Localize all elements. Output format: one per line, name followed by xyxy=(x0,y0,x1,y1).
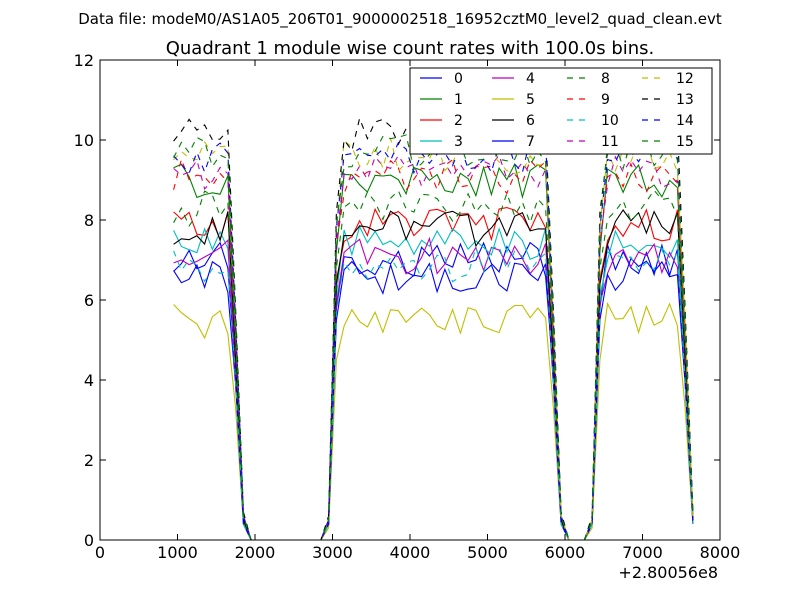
x-tick-label: 7000 xyxy=(622,543,663,562)
legend-label-12: 12 xyxy=(676,71,694,87)
series-line-0 xyxy=(173,241,694,541)
y-tick-label: 6 xyxy=(84,291,94,310)
x-tick-label: 6000 xyxy=(545,543,586,562)
series-line-14 xyxy=(173,138,694,541)
y-tick-label: 10 xyxy=(74,131,94,150)
series-line-15 xyxy=(173,133,694,541)
y-tick-label: 0 xyxy=(84,531,94,550)
chart-suptitle: Data file: modeM0/AS1A05_206T01_90000025… xyxy=(78,10,722,29)
y-tick-label: 12 xyxy=(74,51,94,70)
series-line-1 xyxy=(173,162,694,541)
series-line-4 xyxy=(173,236,694,541)
legend-label-10: 10 xyxy=(601,113,619,129)
y-tick-label: 8 xyxy=(84,211,94,230)
chart-title: Quadrant 1 module wise count rates with … xyxy=(166,38,655,59)
legend-label-6: 6 xyxy=(526,113,535,129)
x-tick-label: 5000 xyxy=(467,543,508,562)
x-tick-label: 2000 xyxy=(235,543,276,562)
x-offset-label: +2.80056e8 xyxy=(618,563,718,582)
plot-area xyxy=(173,116,694,541)
series-line-13 xyxy=(173,116,694,541)
series-line-8 xyxy=(173,189,694,541)
x-tick-label: 8000 xyxy=(700,543,741,562)
legend-label-4: 4 xyxy=(526,71,535,87)
series-line-5 xyxy=(173,301,694,541)
legend-label-9: 9 xyxy=(601,92,610,108)
y-tick-label: 2 xyxy=(84,451,94,470)
series-line-7 xyxy=(173,257,694,541)
series-line-10 xyxy=(173,245,694,541)
x-tick-label: 4000 xyxy=(390,543,431,562)
x-tick-label: 3000 xyxy=(312,543,353,562)
legend-label-1: 1 xyxy=(454,92,463,108)
legend-label-13: 13 xyxy=(676,92,694,108)
legend-label-11: 11 xyxy=(601,134,619,150)
series-line-11 xyxy=(173,154,694,541)
legend-label-15: 15 xyxy=(676,134,694,150)
y-tick-label: 4 xyxy=(84,371,94,390)
legend-label-5: 5 xyxy=(526,92,535,108)
legend-label-0: 0 xyxy=(454,71,463,87)
x-tick-label: 1000 xyxy=(157,543,198,562)
series-line-9 xyxy=(173,157,694,541)
legend-label-7: 7 xyxy=(526,134,535,150)
legend-label-2: 2 xyxy=(454,113,463,129)
legend-box xyxy=(409,67,713,155)
axes: 0 1000 2000 3000 4000 5000 6000 7000 80000246810… xyxy=(74,51,741,562)
legend-label-14: 14 xyxy=(676,113,694,129)
legend-label-8: 8 xyxy=(601,71,610,87)
legend-label-3: 3 xyxy=(454,134,463,150)
series-line-12 xyxy=(173,138,694,541)
series-line-6 xyxy=(173,209,694,541)
series-line-3 xyxy=(173,225,694,541)
x-tick-label: 0 xyxy=(95,543,105,562)
